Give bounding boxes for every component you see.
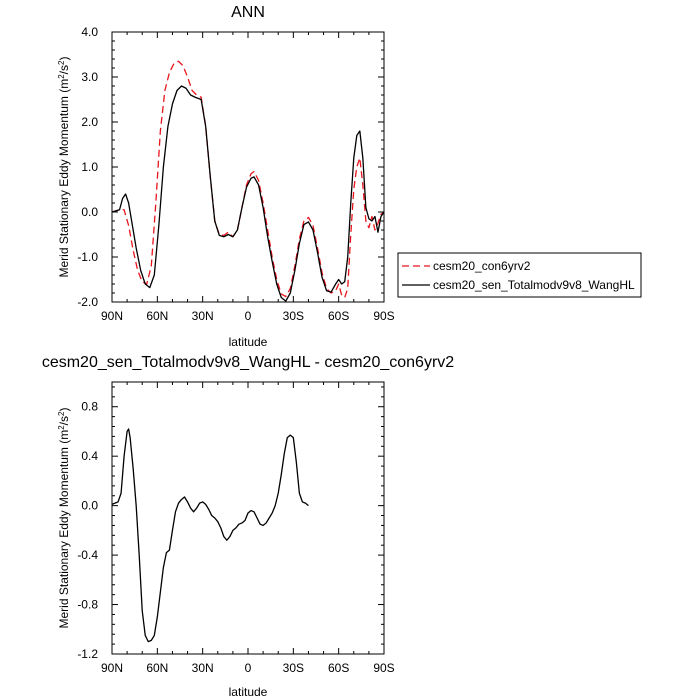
chart-top-x-tick-label: 30S bbox=[283, 309, 304, 323]
chart-top-y-tick-label: -1.0 bbox=[77, 250, 98, 264]
legend: cesm20_con6yrv2 cesm20_sen_Totalmodv9v8_… bbox=[397, 252, 642, 298]
chart-top-series bbox=[111, 60, 385, 302]
chart-bottom-series bbox=[111, 428, 309, 643]
chart-bottom-series-line-0 bbox=[111, 428, 309, 643]
chart-top-x-tick-label: 90S bbox=[373, 309, 394, 323]
chart-bottom-x-tick-label: 30S bbox=[283, 661, 304, 675]
chart-bottom-y-tick-label: 0.0 bbox=[81, 499, 98, 513]
chart-top-ticks: 90N 60N 30N 0 30S 60S 90S -2.0 -1.0 0.0 1.0 2.0 3.0 4… bbox=[77, 25, 394, 323]
chart-bottom-y-tick-label: -0.8 bbox=[77, 598, 98, 612]
chart-top-x-tick-label: 90N bbox=[101, 309, 123, 323]
chart-bottom-x-tick-label: 90N bbox=[101, 661, 123, 675]
chart-bottom-title: cesm20_sen_Totalmodv9v8_WangHL - cesm20_… bbox=[42, 354, 454, 371]
chart-top-y-tick-label: 0.0 bbox=[81, 205, 98, 219]
chart-top-y-axis-label: Merid Stationary Eddy Momentum (m2/s2) bbox=[57, 57, 71, 278]
legend-label-wanghl: cesm20_sen_Totalmodv9v8_WangHL bbox=[433, 278, 635, 292]
chart-bottom-x-tick-label: 60S bbox=[328, 661, 349, 675]
chart-bottom-y-tick-label: 0.4 bbox=[81, 449, 98, 463]
chart-bottom-x-tick-label: 0 bbox=[245, 661, 252, 675]
legend-box bbox=[397, 252, 642, 298]
chart-top-y-tick-label: 1.0 bbox=[81, 160, 98, 174]
legend-label-con6yrv2: cesm20_con6yrv2 bbox=[433, 259, 531, 273]
chart-bottom-x-tick-label: 30N bbox=[192, 661, 214, 675]
chart-bottom-x-axis-label: latitude bbox=[229, 685, 268, 699]
chart-bottom-y-tick-label: -0.4 bbox=[77, 548, 98, 562]
chart-bottom: cesm20_sen_Totalmodv9v8_WangHL - cesm20_… bbox=[42, 354, 454, 699]
chart-top-x-tick-label: 30N bbox=[192, 309, 214, 323]
chart-top: ANN 90N 60N 30N 0 30S 60S 90S -2.0 -1.0 0.0 1.0 2.0… bbox=[57, 4, 395, 349]
chart-top-x-axis-label: latitude bbox=[229, 335, 268, 349]
chart-bottom-x-tick-label: 90S bbox=[373, 661, 394, 675]
chart-top-plot-frame bbox=[111, 31, 385, 303]
chart-top-x-tick-label: 0 bbox=[245, 309, 252, 323]
chart-bottom-y-axis-label: Merid Stationary Eddy Momentum (m2/s2) bbox=[57, 408, 71, 629]
chart-top-series-line-0 bbox=[111, 60, 385, 299]
chart-top-x-tick-label: 60S bbox=[328, 309, 349, 323]
chart-top-x-tick-label: 60N bbox=[146, 309, 168, 323]
chart-top-y-tick-label: 2.0 bbox=[81, 115, 98, 129]
chart-top-y-tick-label: -2.0 bbox=[77, 295, 98, 309]
chart-top-y-tick-label: 3.0 bbox=[81, 70, 98, 84]
chart-top-title: ANN bbox=[231, 4, 265, 21]
chart-bottom-x-tick-label: 60N bbox=[146, 661, 168, 675]
chart-bottom-y-tick-label: -1.2 bbox=[77, 647, 98, 661]
chart-bottom-y-tick-label: 0.8 bbox=[81, 400, 98, 414]
chart-bottom-plot-frame bbox=[111, 381, 385, 655]
chart-top-series-line-1 bbox=[111, 85, 385, 302]
chart-bottom-ticks: 90N 60N 30N 0 30S 60S 90S -1.2 -0.8 -0.4 0.0 0.4 0.8 bbox=[77, 382, 395, 675]
chart-top-y-tick-label: 4.0 bbox=[81, 25, 98, 39]
